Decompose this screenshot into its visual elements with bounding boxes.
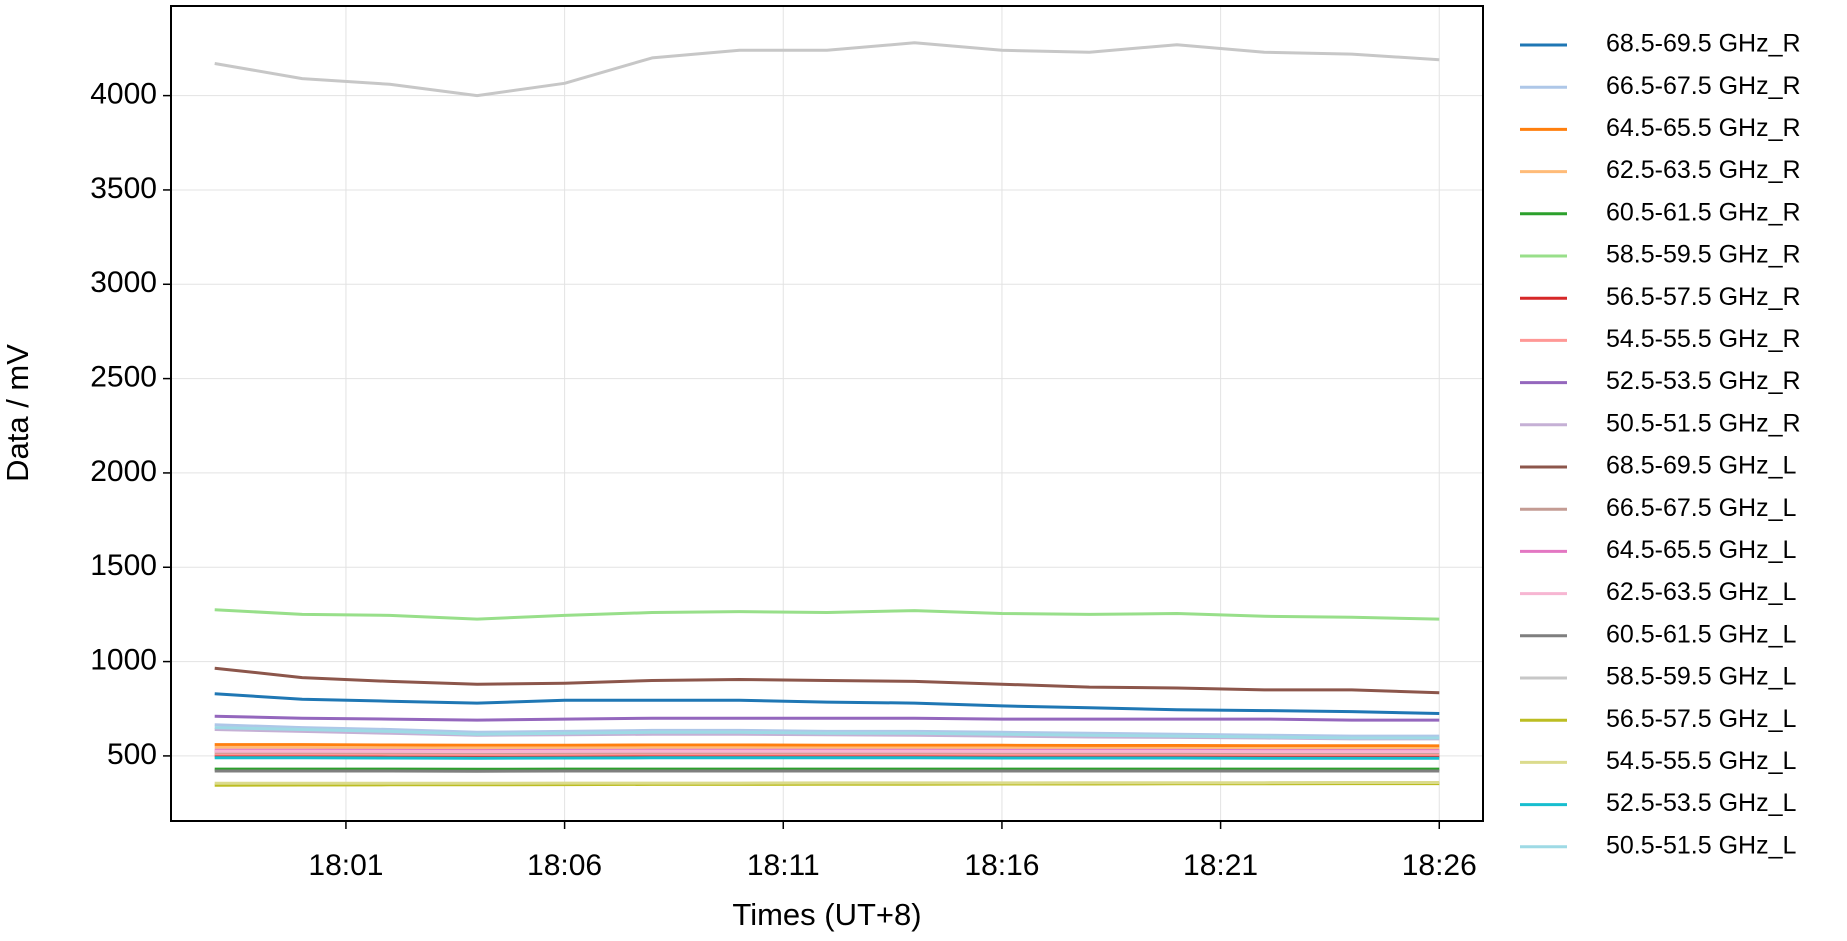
legend-label: 64.5-65.5 GHz_R xyxy=(1606,114,1801,142)
legend-label: 52.5-53.5 GHz_R xyxy=(1606,367,1801,395)
legend-label: 62.5-63.5 GHz_L xyxy=(1606,578,1796,606)
series-line xyxy=(214,743,1440,748)
legend-label: 68.5-69.5 GHz_R xyxy=(1606,30,1801,58)
y-tick-label: 500 xyxy=(107,738,157,771)
legend-label: 58.5-59.5 GHz_L xyxy=(1606,663,1796,691)
y-tick-label: 2000 xyxy=(90,455,157,488)
legend-label: 66.5-67.5 GHz_R xyxy=(1606,72,1801,100)
x-tick-label: 18:11 xyxy=(747,849,820,882)
y-tick-label: 3500 xyxy=(90,172,157,205)
x-tick-label: 18:21 xyxy=(1183,849,1258,882)
x-tick-label: 18:16 xyxy=(964,849,1039,882)
legend-label: 54.5-55.5 GHz_L xyxy=(1606,747,1796,775)
legend-label: 60.5-61.5 GHz_L xyxy=(1606,620,1796,648)
series-line xyxy=(214,666,1440,695)
legend-label: 50.5-51.5 GHz_L xyxy=(1606,831,1796,859)
series-line xyxy=(214,608,1440,621)
x-tick-label: 18:26 xyxy=(1402,849,1477,882)
legend-label: 60.5-61.5 GHz_R xyxy=(1606,198,1801,226)
legend-label: 52.5-53.5 GHz_L xyxy=(1606,789,1796,817)
grid xyxy=(171,6,1483,821)
legend-label: 68.5-69.5 GHz_L xyxy=(1606,452,1796,480)
legend-label: 62.5-63.5 GHz_R xyxy=(1606,156,1801,184)
y-tick-label: 4000 xyxy=(90,78,157,111)
y-tick-label: 2500 xyxy=(90,361,157,394)
series-line xyxy=(214,726,1440,740)
y-tick-label: 1500 xyxy=(90,549,157,582)
series-line xyxy=(214,714,1440,722)
x-axis-label: Times (UT+8) xyxy=(732,897,921,932)
plot-frame xyxy=(170,5,1484,822)
y-axis-label: Data / mV xyxy=(0,344,35,482)
x-tick-label: 18:01 xyxy=(308,849,383,882)
legend-label: 56.5-57.5 GHz_R xyxy=(1606,283,1801,311)
series-line xyxy=(214,781,1440,785)
series-line xyxy=(214,41,1440,98)
y-tick-label: 3000 xyxy=(90,266,157,299)
series-line xyxy=(214,745,1440,751)
legend-label: 64.5-65.5 GHz_L xyxy=(1606,536,1796,564)
legend-label: 66.5-67.5 GHz_L xyxy=(1606,494,1796,522)
legend-label: 50.5-51.5 GHz_R xyxy=(1606,409,1801,437)
x-tick-label: 18:06 xyxy=(527,849,602,882)
legend-label: 54.5-55.5 GHz_R xyxy=(1606,325,1801,353)
legend-label: 56.5-57.5 GHz_L xyxy=(1606,705,1796,733)
legend-label: 58.5-59.5 GHz_R xyxy=(1606,241,1801,269)
series-line xyxy=(214,692,1440,715)
y-tick-label: 1000 xyxy=(90,644,157,677)
series-line xyxy=(214,723,1440,738)
